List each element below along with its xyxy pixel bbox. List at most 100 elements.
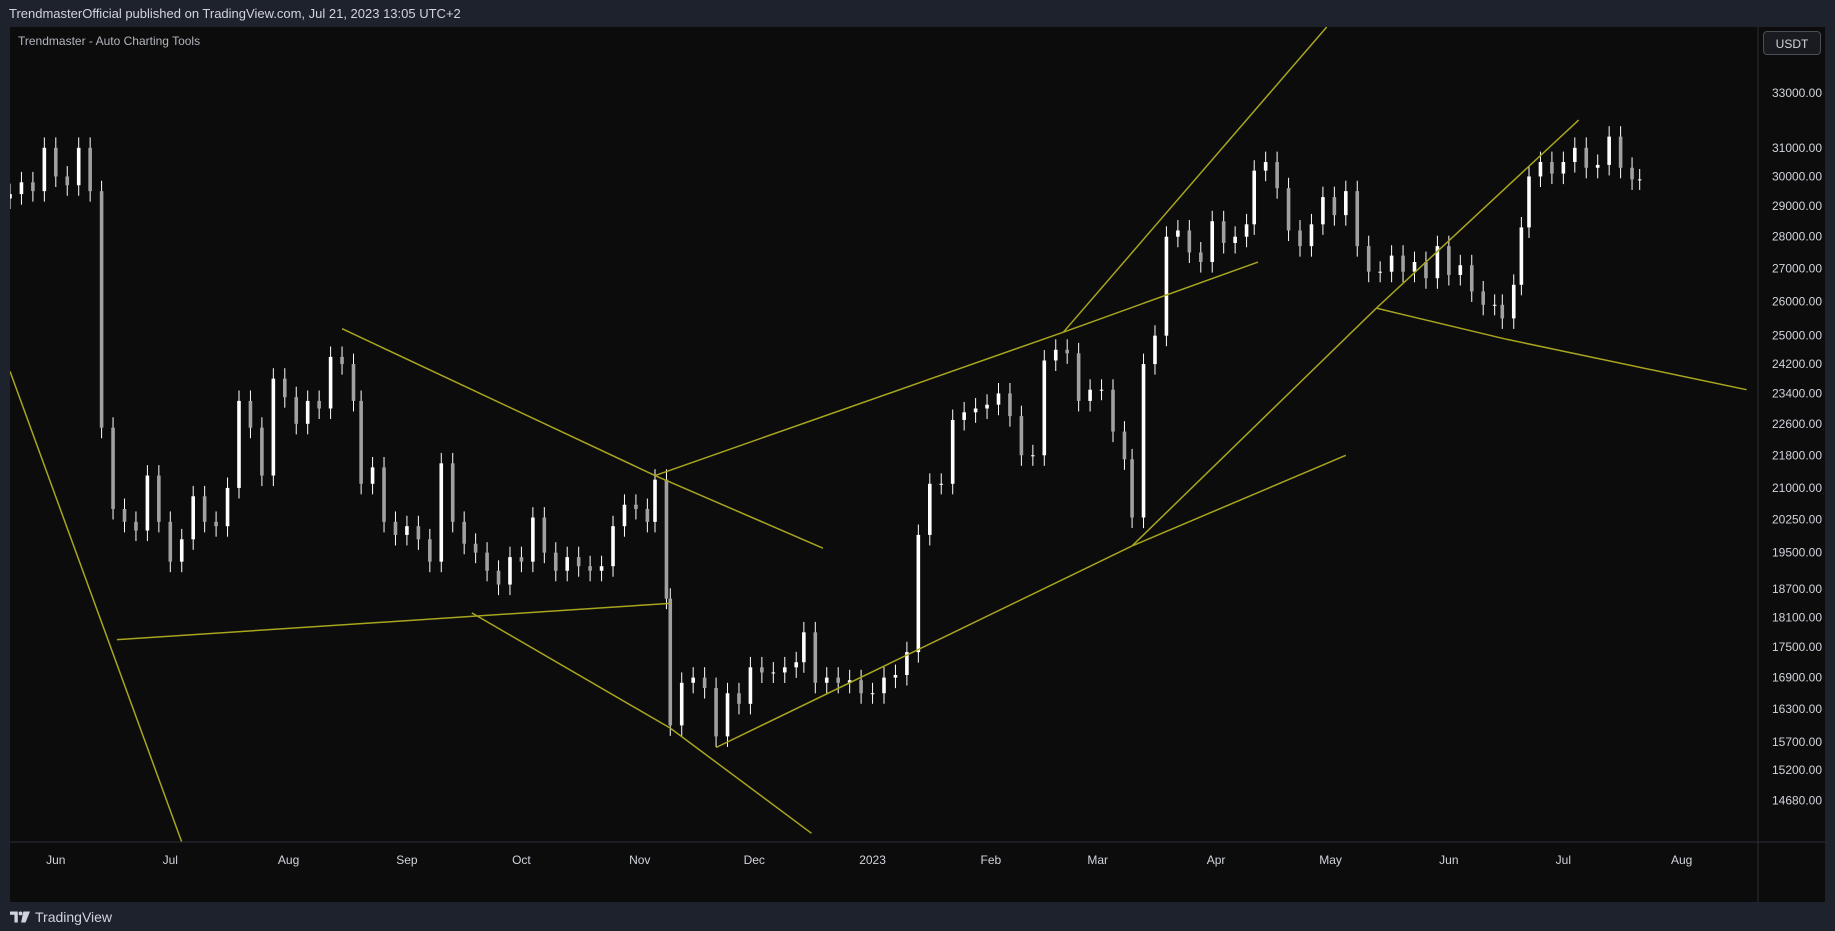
candle (248, 390, 253, 439)
time-tick-label: Mar (1087, 853, 1108, 867)
candle (939, 473, 944, 495)
price-tick-label: 15200.00 (1772, 763, 1822, 777)
candle (1378, 261, 1382, 283)
candle (473, 533, 478, 564)
candle (973, 398, 978, 423)
candle (691, 667, 695, 694)
price-tick-label: 27000.00 (1772, 261, 1822, 275)
candle (157, 465, 161, 533)
price-chart[interactable]: 33000.00 31000.00 30000.00 29000.00 28000.00… (10, 27, 1825, 902)
price-tick-label: 18100.00 (1772, 611, 1822, 625)
price-tick-label: 33000.00 (1772, 86, 1822, 100)
trendline[interactable] (1063, 261, 1259, 333)
candle (328, 346, 333, 420)
candle (1275, 151, 1279, 199)
candle (1099, 379, 1104, 401)
candle (1141, 353, 1146, 529)
price-tick-label: 26000.00 (1772, 294, 1822, 308)
price-tick-label: 22600.00 (1772, 417, 1822, 431)
trendline[interactable] (1131, 307, 1377, 547)
price-tick-label: 30000.00 (1772, 169, 1822, 183)
candle (771, 662, 776, 683)
candle (893, 664, 898, 689)
candle (111, 417, 115, 520)
candle (737, 682, 741, 715)
candle (1008, 383, 1012, 427)
candle (519, 546, 524, 573)
candle (1595, 154, 1600, 179)
tradingview-logo[interactable]: TradingView (10, 909, 112, 925)
candle (405, 515, 409, 546)
tradingview-logo-icon (10, 911, 30, 923)
candle (1130, 448, 1134, 529)
time-tick-label: Jul (163, 853, 178, 867)
time-tick-label: Sep (396, 853, 418, 867)
candle (1332, 186, 1337, 226)
candle (1198, 242, 1203, 273)
time-tick-label: 2023 (859, 853, 886, 867)
candle (599, 555, 604, 582)
trendline[interactable] (654, 474, 824, 549)
trendline[interactable] (10, 371, 183, 843)
trendline[interactable] (471, 612, 671, 729)
candle (122, 498, 127, 533)
candle (611, 515, 615, 577)
candle (653, 469, 657, 533)
currency-button[interactable]: USDT (1763, 31, 1821, 55)
trendline[interactable] (1505, 338, 1747, 391)
price-tick-label: 24200.00 (1772, 357, 1822, 371)
time-tick-label: Oct (512, 853, 531, 867)
trendline[interactable] (654, 331, 1064, 477)
candle (1252, 160, 1257, 235)
candle (1176, 220, 1180, 248)
trendline[interactable] (669, 727, 812, 834)
candle (634, 494, 638, 520)
candle (1401, 245, 1405, 283)
candle (882, 667, 886, 704)
candle (31, 171, 35, 202)
candle (294, 386, 299, 435)
candle (508, 546, 512, 596)
candle (1344, 180, 1348, 226)
candle (1447, 235, 1451, 286)
candle (317, 390, 321, 420)
candle (813, 621, 818, 694)
candle (1538, 151, 1543, 187)
candle (1550, 151, 1554, 185)
candle (1053, 339, 1058, 372)
time-axis[interactable]: Jun Jul Aug Sep Oct Nov Dec 2023 Feb Mar Apr May Jun… (46, 853, 1692, 867)
trendline[interactable] (1376, 307, 1507, 340)
candle (1221, 210, 1226, 254)
candle (668, 588, 673, 736)
candle (10, 183, 12, 210)
candle (382, 456, 386, 533)
candle (282, 368, 287, 408)
trendline[interactable] (341, 328, 656, 477)
candle (824, 667, 829, 694)
trendline[interactable] (715, 545, 1133, 749)
price-tick-label: 18700.00 (1772, 582, 1822, 596)
price-axis[interactable]: 33000.00 31000.00 30000.00 29000.00 28000.00… (1772, 86, 1822, 807)
trendline[interactable] (1062, 27, 1328, 333)
candle (271, 368, 276, 487)
candle (645, 498, 650, 533)
chart-frame[interactable]: 33000.00 31000.00 30000.00 29000.00 28000.00… (10, 27, 1825, 902)
candle (99, 180, 104, 439)
candle (428, 528, 432, 573)
candle (802, 621, 806, 673)
time-tick-label: May (1319, 853, 1342, 867)
trendline[interactable] (1131, 454, 1347, 547)
candle (1584, 137, 1589, 179)
candle (622, 494, 627, 537)
candle (664, 469, 669, 610)
candle (485, 542, 489, 582)
trendline[interactable] (116, 602, 671, 641)
candle (1435, 235, 1440, 289)
candle (1630, 157, 1634, 190)
candle (1458, 254, 1463, 286)
candle (553, 542, 558, 582)
candle (214, 511, 218, 537)
candle (1210, 210, 1215, 273)
trendline[interactable] (1375, 119, 1580, 309)
candle (42, 137, 47, 202)
